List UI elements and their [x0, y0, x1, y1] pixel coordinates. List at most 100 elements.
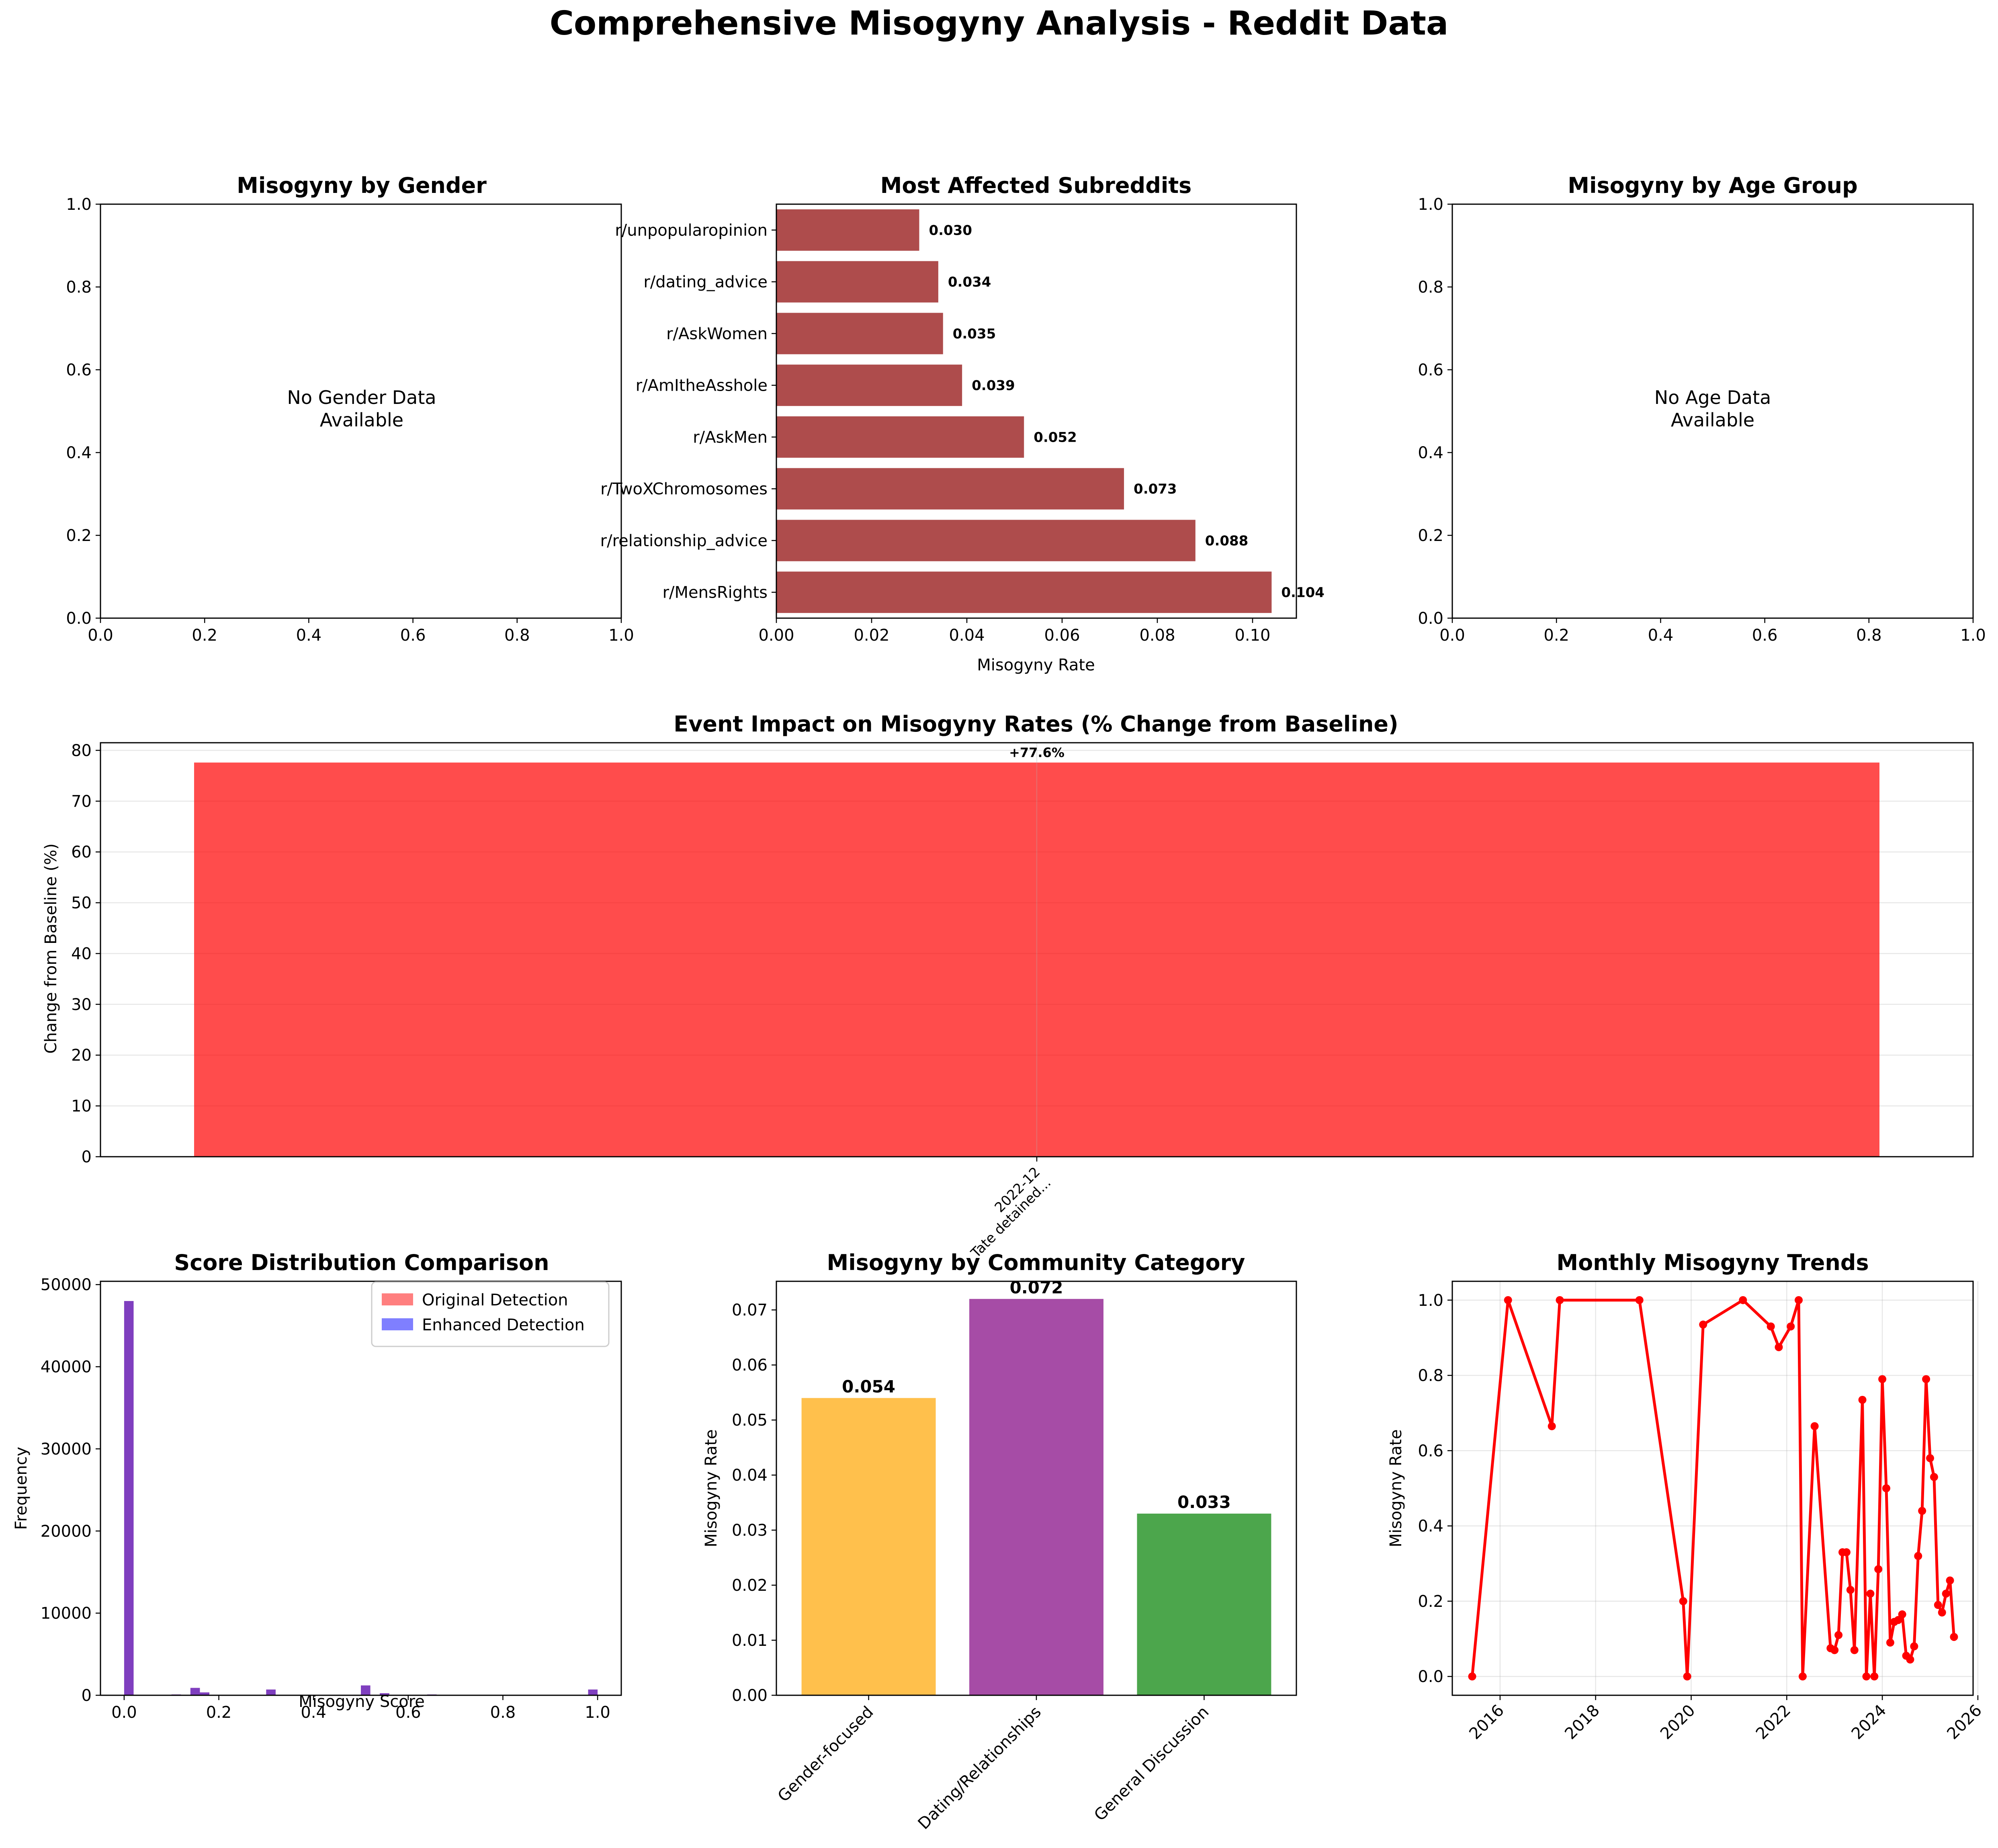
subreddit-bar: [776, 520, 1196, 561]
age-xtick-label: 0.4: [1648, 626, 1674, 645]
subreddit-category-label: r/relationship_advice: [600, 532, 768, 550]
age-title: Misogyny by Age Group: [1568, 173, 1857, 198]
age-ytick-label: 0.4: [1418, 444, 1443, 462]
events-ytick-label: 20: [71, 1046, 92, 1065]
subreddits-xtick-label: 0.10: [1234, 626, 1270, 645]
gender-xtick-label: 0.0: [88, 626, 113, 645]
category-label: General Discussion: [1091, 1703, 1212, 1825]
subreddit-bar: [776, 209, 919, 251]
community-ytick-label: 0.07: [732, 1301, 768, 1319]
age-message-line1: No Age Data: [1654, 387, 1771, 408]
monthly-data-point: [1699, 1320, 1707, 1329]
category-bar: [1137, 1514, 1271, 1695]
histogram-bar: [266, 1689, 276, 1695]
monthly-ytick-label: 1.0: [1418, 1291, 1443, 1310]
category-bar: [969, 1299, 1103, 1695]
events-ytick-label: 80: [71, 742, 92, 760]
gender-xtick-label: 0.6: [400, 626, 426, 645]
community-ytick-label: 0.00: [732, 1686, 768, 1705]
monthly-data-point: [1834, 1631, 1843, 1639]
monthly-ylabel: Misogyny Rate: [1387, 1429, 1405, 1547]
events-ytick-label: 60: [71, 843, 92, 862]
histogram-bar: [361, 1685, 371, 1695]
gender-panel: Misogyny by Gender 0.0 0.2 0.4 0.6 0.8 1.00.0…: [66, 173, 634, 645]
monthly-data-point: [1866, 1590, 1875, 1598]
monthly-ytick-label: 0.8: [1418, 1367, 1443, 1385]
age-panel: Misogyny by Age Group 0.0 0.2 0.4 0.6 0.8 1.0…: [1418, 173, 1986, 645]
monthly-data-point: [1898, 1610, 1906, 1619]
histogram-bar: [588, 1689, 598, 1695]
events-ytick-label: 30: [71, 996, 92, 1014]
scores-xtick-label: 0.4: [301, 1703, 326, 1722]
monthly-data-point: [1683, 1672, 1691, 1681]
monthly-data-point: [1874, 1565, 1883, 1573]
events-ytick-label: 50: [71, 894, 92, 912]
gender-message-line2: Available: [320, 409, 403, 431]
monthly-trend-line: [1471, 1299, 1955, 1678]
event-bar: [194, 762, 1879, 1157]
gender-ytick-label: 1.0: [66, 195, 92, 214]
monthly-data-point: [1910, 1642, 1918, 1651]
age-ytick-label: 0.2: [1418, 527, 1443, 545]
age-message-line2: Available: [1671, 409, 1754, 431]
events-plot: 0 10 20 30 40 50 60 70 80 +77.6% 2022-12Tate detai…: [71, 742, 1974, 1261]
subreddit-bar: [776, 572, 1272, 613]
gender-xtick-label: 0.8: [504, 626, 530, 645]
monthly-xtick-label: 2020: [1657, 1701, 1699, 1744]
gender-frame: [100, 203, 622, 619]
events-ytick-label: 0: [82, 1148, 92, 1166]
gender-ytick-label: 0.6: [66, 361, 92, 379]
monthly-data-point: [1870, 1672, 1879, 1681]
subreddit-value-label: 0.052: [1034, 429, 1077, 445]
legend-swatch-enhanced: [382, 1318, 413, 1330]
monthly-xtick-label: 2016: [1466, 1701, 1508, 1744]
monthly-data-point: [1830, 1646, 1839, 1654]
histogram-bar: [200, 1692, 209, 1695]
monthly-data-point: [1950, 1633, 1958, 1641]
age-xtick-label: 0.8: [1856, 626, 1882, 645]
monthly-ytick-label: 0.4: [1418, 1517, 1443, 1536]
monthly-data-point: [1468, 1672, 1476, 1681]
category-value-label: 0.033: [1177, 1492, 1231, 1512]
subreddits-xtick-label: 0.04: [949, 626, 985, 645]
community-ylabel: Misogyny Rate: [702, 1429, 721, 1547]
subreddit-value-label: 0.034: [948, 274, 991, 290]
subreddit-value-label: 0.039: [972, 378, 1015, 394]
histogram-bar: [190, 1688, 200, 1695]
scores-ytick-label: 50000: [41, 1276, 92, 1294]
subreddit-bar: [776, 261, 938, 303]
community-plot: 0.054 Gender-focused 0.072 Dating/Relations…: [732, 1278, 1297, 1833]
category-label: Dating/Relationships: [915, 1703, 1045, 1833]
legend-box: [371, 1281, 610, 1347]
monthly-data-point: [1679, 1597, 1687, 1605]
gender-ytick-label: 0.4: [66, 444, 92, 462]
monthly-data-point: [1930, 1473, 1938, 1481]
monthly-data-point: [1842, 1548, 1851, 1557]
age-ytick-label: 1.0: [1418, 195, 1443, 214]
scores-ytick-label: 40000: [41, 1358, 92, 1377]
community-panel: Misogyny by Community Category 0.054 Gend…: [702, 1250, 1297, 1833]
scores-xtick-label: 0.0: [111, 1703, 137, 1722]
age-ytick-label: 0.6: [1418, 361, 1443, 379]
age-ytick-label: 0.0: [1418, 609, 1443, 628]
age-axes: 0.0 0.2 0.4 0.6 0.8 1.0 0.0 0.2 0.4 0.6 0.8 1.0: [1418, 195, 1986, 645]
gender-ytick-label: 0.0: [66, 609, 92, 628]
subreddit-category-label: r/AskMen: [693, 428, 768, 447]
scores-xlabel: Misogyny Score: [299, 1692, 425, 1711]
monthly-data-point: [1894, 1616, 1902, 1624]
age-frame: [1451, 203, 1974, 619]
community-ytick-label: 0.03: [732, 1521, 768, 1540]
monthly-data-point: [1922, 1375, 1930, 1383]
community-ytick-label: 0.01: [732, 1631, 768, 1650]
subreddit-bar: [776, 468, 1124, 510]
monthly-xtick-label: 2018: [1561, 1701, 1603, 1744]
gender-xtick-label: 1.0: [608, 626, 634, 645]
monthly-data-point: [1938, 1608, 1946, 1616]
subreddits-xtick-label: 0.06: [1044, 626, 1080, 645]
monthly-data-point: [1556, 1296, 1564, 1304]
monthly-panel: Monthly Misogyny Trends 2016 2018 2020 2022…: [1387, 1250, 1986, 1743]
monthly-data-point: [1926, 1454, 1934, 1463]
scores-legend: Original Detection Enhanced Detection: [371, 1281, 610, 1347]
gender-xtick-label: 0.2: [192, 626, 217, 645]
subreddits-xtick-label: 0.08: [1139, 626, 1175, 645]
